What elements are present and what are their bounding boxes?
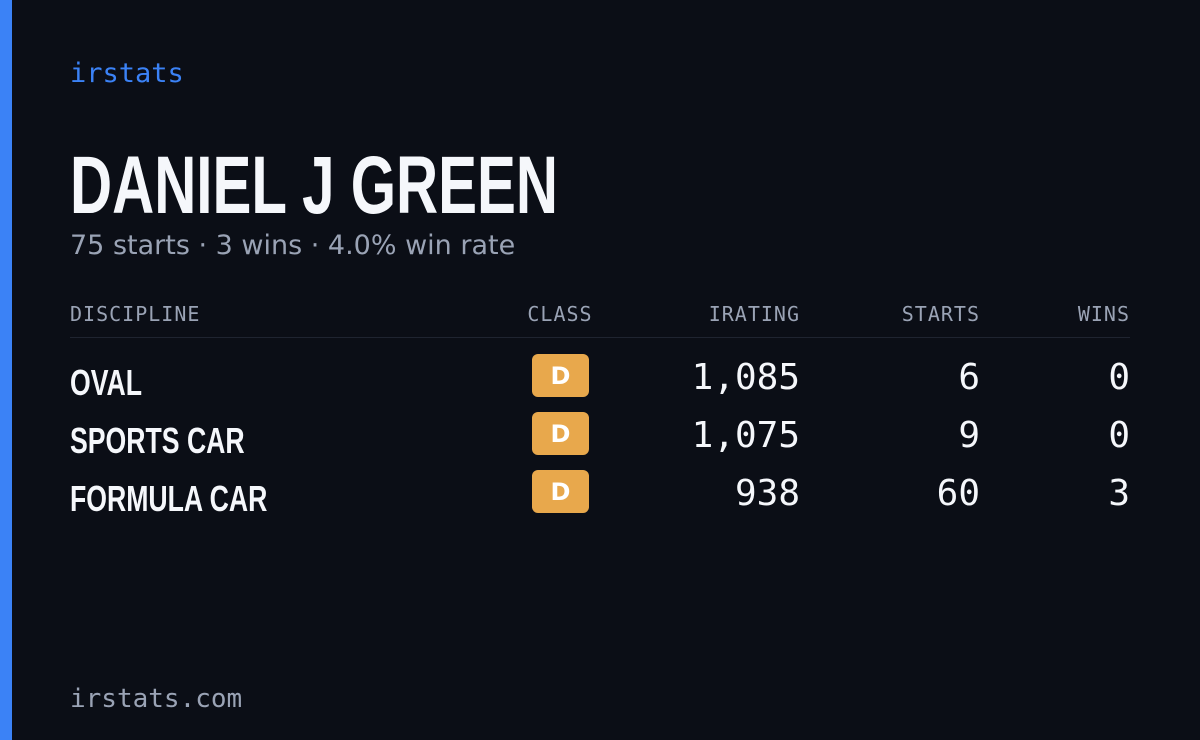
class-badge (532, 412, 589, 455)
class-letter: D (551, 478, 571, 506)
class-letter: D (551, 420, 571, 448)
starts: 6 (958, 357, 980, 398)
starts: 9 (958, 415, 980, 456)
summary: 75 starts · 3 wins · 4.0% win rate (70, 230, 515, 261)
wins: 0 (1108, 415, 1130, 456)
discipline: SPORTS CAR (70, 420, 245, 461)
irating: 938 (735, 473, 800, 514)
wins: 3 (1108, 473, 1130, 514)
column-header: STARTS (902, 302, 980, 326)
brand: irstats (70, 58, 184, 89)
column-header: IRATING (709, 302, 800, 326)
irating: 1,085 (692, 357, 800, 398)
footer-url: irstats.com (70, 684, 242, 714)
class-badge (532, 354, 589, 397)
column-header: WINS (1078, 302, 1130, 326)
accent-bar (0, 0, 12, 740)
class-letter: D (551, 362, 571, 390)
class-badge (532, 470, 589, 513)
irating: 1,075 (692, 415, 800, 456)
column-header: CLASS (527, 302, 592, 326)
wins: 0 (1108, 357, 1130, 398)
column-header: DISCIPLINE (70, 302, 200, 326)
discipline: OVAL (70, 362, 142, 403)
discipline: FORMULA CAR (70, 478, 267, 519)
player-name: DANIEL J GREEN (70, 140, 558, 231)
starts: 60 (937, 473, 980, 514)
